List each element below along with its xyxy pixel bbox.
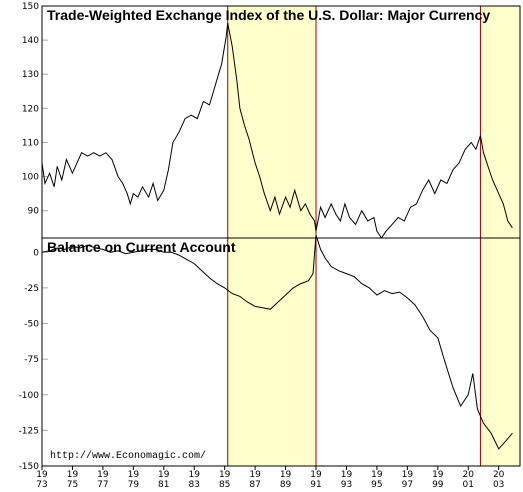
x-tick-label-top: 19 <box>371 470 383 480</box>
credit-text: http://www.Economagic.com/ <box>50 450 206 462</box>
x-tick-label-top: 19 <box>67 470 79 480</box>
top-y-tick-label: 100 <box>22 173 39 183</box>
top-chart-title: Trade-Weighted Exchange Index of the U.S… <box>47 7 490 23</box>
top-recession-shade-1 <box>227 6 317 238</box>
top-recession-lines <box>227 6 481 238</box>
bottom-y-tick-label: -100 <box>19 391 40 401</box>
x-tick-label-top: 19 <box>310 470 322 480</box>
x-tick-labels: 1973197519771979198119831985198719891991… <box>36 466 505 490</box>
bottom-shading <box>227 238 520 466</box>
x-tick-label-bottom: 81 <box>158 480 169 490</box>
x-tick-label-bottom: 87 <box>249 480 260 490</box>
top-y-tick-labels: 90 100 110 120 130 140 150 <box>22 2 39 217</box>
bottom-y-tick-label: 0 <box>33 248 39 258</box>
dollar-index-line <box>41 23 513 239</box>
current-account-line <box>41 235 513 450</box>
bottom-y-tick-labels: 0 -25 -50 -75 -100 -125 -150 <box>19 248 40 472</box>
x-tick-label-bottom: 83 <box>189 480 200 490</box>
x-tick-label-top: 20 <box>463 470 475 480</box>
x-tick-label-bottom: 95 <box>371 480 382 490</box>
x-tick-label-top: 19 <box>249 470 261 480</box>
top-y-tick-label: 150 <box>22 2 39 12</box>
top-y-tick-label: 140 <box>22 36 39 46</box>
x-tick-label-top: 19 <box>189 470 201 480</box>
x-tick-label-bottom: 75 <box>67 480 78 490</box>
x-tick-label-top: 19 <box>219 470 231 480</box>
x-tick-label-bottom: 89 <box>280 480 292 490</box>
x-tick-label-top: 19 <box>36 470 48 480</box>
top-gridlines <box>42 39 48 212</box>
x-tick-label-bottom: 03 <box>493 480 504 490</box>
x-tick-label-bottom: 93 <box>341 480 352 490</box>
top-y-tick-label: 120 <box>22 104 39 114</box>
bottom-y-tick-label: -75 <box>24 355 39 365</box>
top-y-tick-label: 130 <box>22 70 39 80</box>
x-tick-label-top: 19 <box>432 470 444 480</box>
x-tick-label-top: 19 <box>97 470 109 480</box>
x-tick-label-bottom: 85 <box>219 480 230 490</box>
x-tick-label-bottom: 01 <box>463 480 474 490</box>
x-tick-label-bottom: 91 <box>310 480 321 490</box>
bottom-y-tick-label: -25 <box>24 284 39 294</box>
top-recession-shade-2 <box>480 6 520 238</box>
x-tick-label-top: 20 <box>493 470 505 480</box>
x-tick-label-top: 19 <box>402 470 414 480</box>
bottom-chart-title: Balance on Current Account <box>47 239 236 255</box>
x-tick-label-top: 19 <box>341 470 353 480</box>
bottom-y-tick-label: -125 <box>19 426 39 436</box>
x-tick-label-top: 19 <box>158 470 170 480</box>
x-tick-label-top: 19 <box>280 470 292 480</box>
bottom-y-tick-label: -150 <box>19 462 40 472</box>
bottom-y-tick-label: -50 <box>24 320 39 330</box>
bottom-recession-shade-2 <box>480 238 520 466</box>
bottom-recession-lines <box>227 238 481 466</box>
top-y-tick-label: 90 <box>28 207 40 217</box>
x-tick-label-top: 19 <box>128 470 140 480</box>
x-tick-label-bottom: 97 <box>402 480 413 490</box>
bottom-plot-border <box>41 237 521 467</box>
top-shading <box>227 6 520 238</box>
x-tick-label-bottom: 79 <box>128 480 140 490</box>
top-panel: 90 100 110 120 130 140 150 Trade-Weighted Exch… <box>22 2 521 239</box>
top-y-tick-label: 110 <box>22 138 39 148</box>
x-tick-label-bottom: 77 <box>97 480 108 490</box>
bottom-panel: 0 -25 -50 -75 -100 -125 -150 Balance on Curren… <box>19 235 521 472</box>
x-tick-label-bottom: 73 <box>36 480 47 490</box>
x-tick-label-bottom: 99 <box>432 480 444 490</box>
bottom-recession-shade-1 <box>227 238 317 466</box>
